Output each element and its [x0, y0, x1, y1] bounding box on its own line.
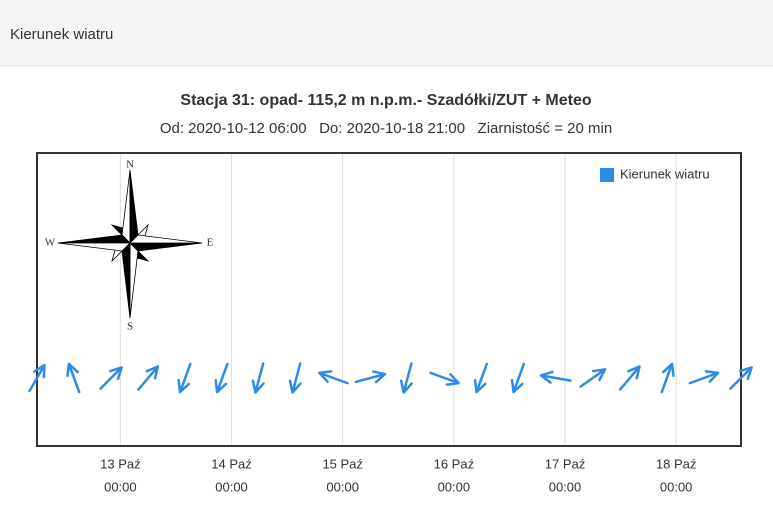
panel-header — [0, 0, 773, 66]
wind-arrow — [290, 364, 301, 393]
x-tick-label: 18 Paź — [656, 456, 696, 471]
wind-arrow — [139, 367, 158, 390]
x-tick-label: 00:00 — [215, 479, 248, 494]
x-tick-label: 00:00 — [549, 479, 582, 494]
wind-arrow — [430, 373, 458, 385]
legend-label[interactable]: Kierunek wiatru — [620, 166, 710, 181]
wind-arrow — [541, 372, 571, 383]
wind-arrow — [512, 364, 524, 392]
page: Kierunek wiatru Stacja 31: opad- 115,2 m… — [0, 0, 773, 521]
x-tick-label: 16 Paź — [434, 456, 474, 471]
compass-rose — [58, 170, 202, 318]
compass-label: E — [207, 237, 214, 249]
wind-arrow — [253, 364, 264, 393]
wind-arrow — [690, 371, 718, 383]
compass-label: N — [126, 159, 134, 171]
wind-arrow — [581, 369, 606, 386]
wind-arrow — [100, 367, 121, 388]
grid — [120, 153, 676, 446]
x-tick-label: 15 Paź — [322, 456, 362, 471]
x-tick-label: 14 Paź — [211, 456, 251, 471]
x-tick-label: 00:00 — [660, 479, 693, 494]
wind-arrow — [356, 372, 385, 383]
x-tick-label: 13 Paź — [100, 456, 140, 471]
panel-title: Kierunek wiatru — [10, 26, 113, 43]
x-tick-label: 00:00 — [326, 479, 359, 494]
wind-arrow — [401, 364, 412, 393]
chart-subtitle: Od: 2020-10-12 06:00 Do: 2020-10-18 21:0… — [160, 120, 612, 137]
wind-arrow — [620, 367, 639, 390]
marks — [30, 364, 752, 393]
compass-label: S — [127, 321, 133, 333]
x-tick-label: 00:00 — [438, 479, 471, 494]
plot-frame — [37, 153, 741, 446]
compass-label: W — [45, 237, 56, 249]
wind-arrow — [475, 364, 487, 392]
wind-arrow — [179, 364, 191, 392]
wind-arrow — [319, 371, 347, 383]
x-tick-label: 00:00 — [104, 479, 137, 494]
x-tick-label: 17 Paź — [545, 456, 585, 471]
legend-swatch — [600, 168, 614, 182]
chart-title: Stacja 31: opad- 115,2 m n.p.m.- Szadółk… — [180, 92, 591, 109]
wind-arrow — [662, 364, 674, 392]
wind-arrow — [216, 364, 228, 392]
wind-arrow — [67, 364, 79, 392]
